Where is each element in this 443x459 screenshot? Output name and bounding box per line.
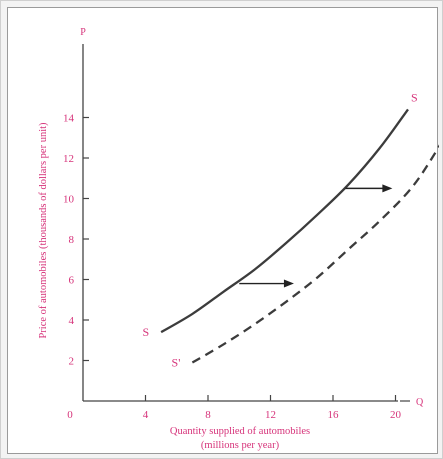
y-tick-label: 12 (63, 153, 74, 165)
shift-arrow (239, 279, 294, 288)
y-tick-label: 6 (69, 275, 75, 287)
curve-label-start: S (142, 325, 149, 339)
x-axis-subtitle: (millions per year) (201, 440, 280, 451)
x-axis-title: Quantity supplied of automobiles (170, 426, 310, 437)
origin-label: 0 (67, 409, 73, 421)
y-tick-label: 2 (69, 356, 75, 368)
x-axis-letter: Q (416, 397, 424, 408)
supply-curve-s-prime (191, 144, 439, 364)
y-tick-label: 14 (63, 113, 75, 125)
curve-label-end: S (411, 90, 418, 104)
y-axis-letter: P (80, 27, 86, 38)
x-tick-label: 20 (390, 409, 402, 421)
y-tick-label: 10 (63, 194, 75, 206)
x-tick-label: 4 (143, 409, 149, 421)
x-tick-label: 12 (265, 409, 276, 421)
x-tick-label: 8 (205, 409, 211, 421)
shift-arrow-head (382, 184, 393, 193)
shift-arrow-head (283, 279, 294, 288)
curve-label-start: S' (172, 356, 181, 370)
chart-panel: 48121620242468101214 SSS'S' P Q 0 Price … (7, 7, 439, 454)
y-tick-label: 8 (69, 234, 75, 246)
supply-curve-s (160, 108, 409, 334)
y-axis-title: Price of automobiles (thousands of dolla… (38, 122, 49, 339)
supply-shift-chart: 48121620242468101214 SSS'S' P Q 0 Price … (38, 27, 439, 451)
x-tick-label: 16 (328, 409, 340, 421)
shift-arrow (345, 184, 393, 193)
y-tick-label: 4 (69, 315, 75, 327)
